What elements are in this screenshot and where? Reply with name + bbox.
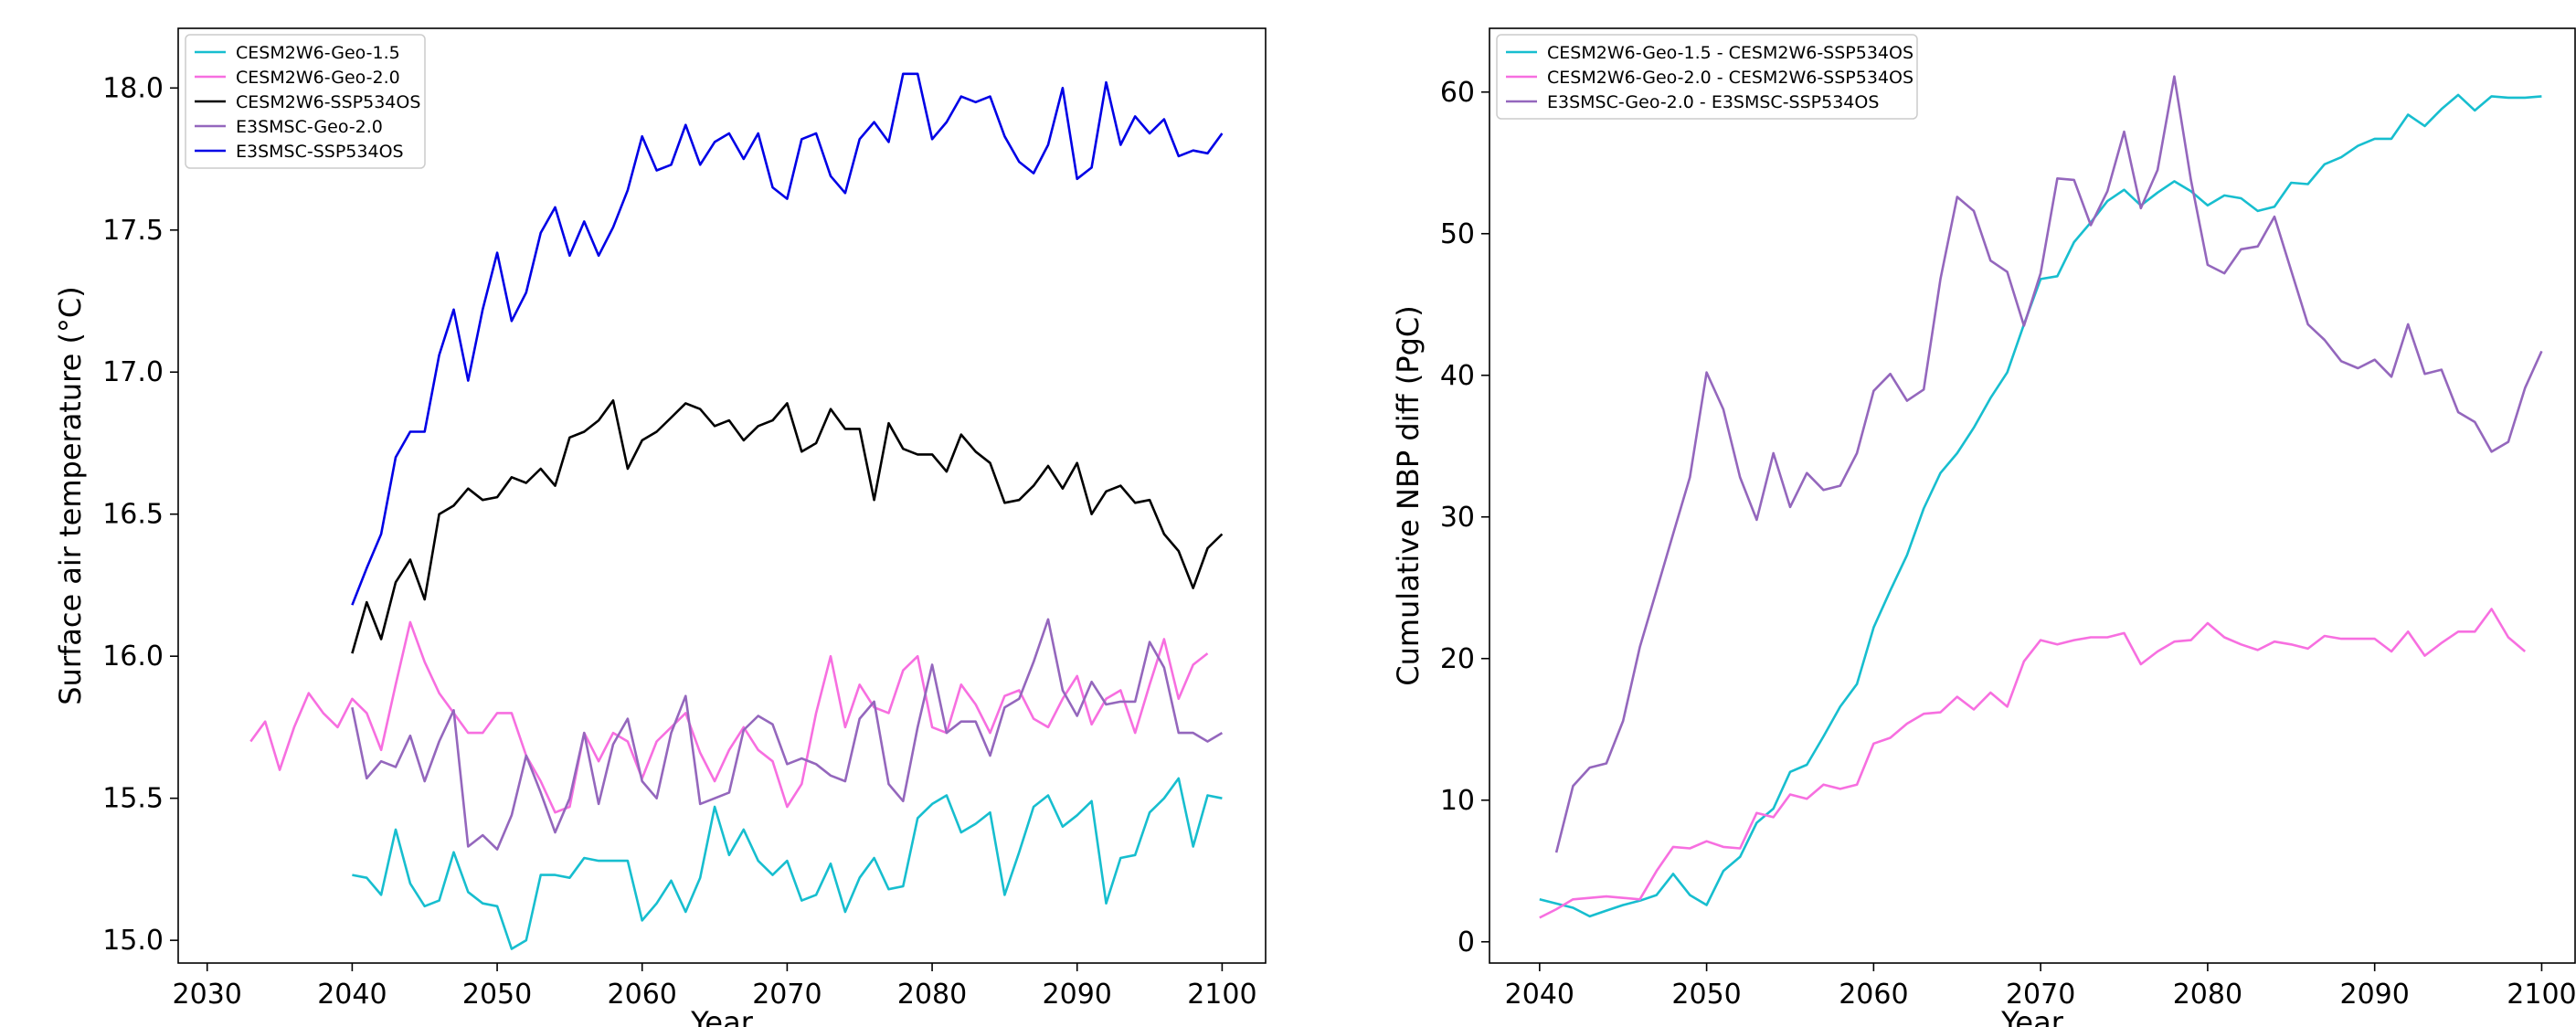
x-tick-label: 2060 xyxy=(608,979,677,1011)
y-tick-label: 16.5 xyxy=(102,499,164,531)
y-tick-label: 30 xyxy=(1440,502,1475,534)
series-line-0 xyxy=(1539,93,2542,918)
x-tick-label: 2070 xyxy=(2006,979,2075,1011)
y-tick-label: 50 xyxy=(1440,218,1475,250)
legend-label: CESM2W6-Geo-1.5 - CESM2W6-SSP534OS xyxy=(1547,43,1913,63)
legend-label: E3SMSC-SSP534OS xyxy=(236,142,404,162)
x-axis-label: Year xyxy=(2000,1005,2064,1027)
y-tick-label: 17.0 xyxy=(102,356,164,388)
legend-label: E3SMSC-Geo-2.0 xyxy=(236,117,383,137)
x-axis-label: Year xyxy=(690,1005,754,1027)
x-tick-label: 2100 xyxy=(1187,979,1256,1011)
x-tick-label: 2040 xyxy=(317,979,387,1011)
series-line-1 xyxy=(1539,608,2527,919)
y-tick-label: 15.5 xyxy=(102,783,164,815)
panel-temperature: 2030 2040 2050 2060 2070 2080 2090 2100 15.0 15.5… xyxy=(53,27,1267,1027)
y-axis-label: Cumulative NBP diff (PgC) xyxy=(1391,305,1426,686)
y-tick-label: 40 xyxy=(1440,360,1475,392)
x-tick-label: 2090 xyxy=(1043,979,1112,1011)
series-line-2 xyxy=(351,398,1224,654)
y-tick-label: 16.0 xyxy=(102,641,164,672)
legend-label: CESM2W6-Geo-1.5 xyxy=(236,43,400,63)
y-tick-label: 10 xyxy=(1440,785,1475,817)
x-tick-label: 2090 xyxy=(2339,979,2409,1011)
series-line-1 xyxy=(249,620,1209,814)
legend-label: CESM2W6-SSP534OS xyxy=(236,92,420,112)
legend: CESM2W6-Geo-1.5 - CESM2W6-SSP534OS CESM2W… xyxy=(1496,34,1918,120)
series-line-3 xyxy=(351,618,1224,851)
y-tick-label: 17.5 xyxy=(102,215,164,247)
x-tick-label: 2040 xyxy=(1505,979,1574,1011)
plot-frame xyxy=(1489,27,2576,964)
x-tick-label: 2060 xyxy=(1839,979,1908,1011)
y-axis-label: Surface air temperature (°C) xyxy=(53,286,88,705)
y-tick-label: 0 xyxy=(1458,926,1475,958)
y-tick-label: 60 xyxy=(1440,77,1475,109)
series-line-0 xyxy=(352,777,1223,950)
x-tick-label: 2070 xyxy=(752,979,822,1011)
y-tick-label: 15.0 xyxy=(102,925,164,957)
plot-frame xyxy=(177,27,1267,964)
x-tick-label: 2080 xyxy=(897,979,967,1011)
y-tick-label: 18.0 xyxy=(102,72,164,104)
series-line-4 xyxy=(351,72,1224,606)
series-line-2 xyxy=(1554,75,2543,853)
legend: CESM2W6-Geo-1.5 CESM2W6-Geo-2.0 CESM2W6-SS… xyxy=(185,34,426,169)
legend-label: E3SMSC-Geo-2.0 - E3SMSC-SSP534OS xyxy=(1547,92,1879,112)
x-tick-label: 2050 xyxy=(1671,979,1741,1011)
legend-box xyxy=(1496,34,1918,120)
legend-label: CESM2W6-Geo-2.0 xyxy=(236,68,400,88)
x-tick-label: 2080 xyxy=(2173,979,2242,1011)
x-tick-label: 2050 xyxy=(462,979,532,1011)
panel-cumulative-nbp: 2040 2050 2060 2070 2080 2090 2100 0 10 20 30 40 50 6… xyxy=(1391,27,2576,1027)
x-tick-label: 2030 xyxy=(173,979,242,1011)
legend-label: CESM2W6-Geo-2.0 - CESM2W6-SSP534OS xyxy=(1547,68,1913,88)
x-tick-label: 2100 xyxy=(2507,979,2576,1011)
y-tick-label: 20 xyxy=(1440,643,1475,675)
legend-box xyxy=(185,34,426,169)
